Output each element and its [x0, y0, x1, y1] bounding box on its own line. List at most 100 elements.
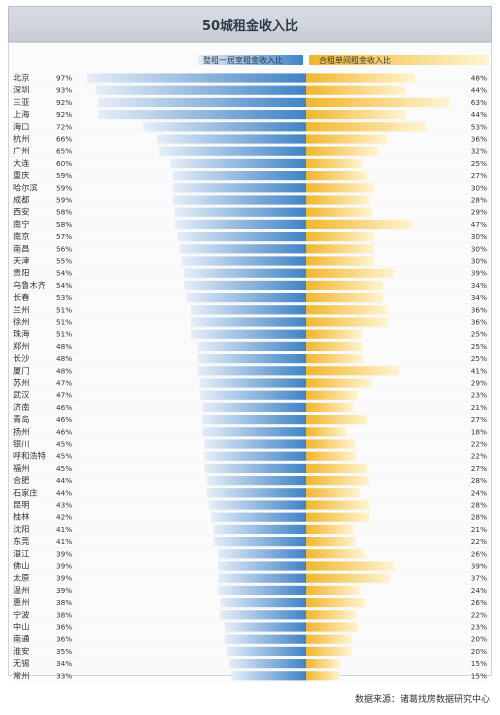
- left-value-label: 45%: [56, 452, 72, 461]
- right-value-label: 47%: [471, 220, 487, 229]
- left-bar: [211, 512, 306, 522]
- left-value-label: 59%: [56, 196, 72, 205]
- left-value-label: 35%: [56, 647, 72, 656]
- legend-left-swatch: [198, 55, 303, 65]
- left-bar: [206, 488, 306, 498]
- city-label: 青岛: [13, 414, 29, 424]
- right-value-label: 48%: [471, 74, 487, 83]
- left-bar: [190, 305, 306, 315]
- right-value-label: 24%: [471, 586, 487, 595]
- left-value-label: 47%: [56, 391, 72, 400]
- left-value-label: 34%: [56, 659, 72, 668]
- right-bar: [306, 329, 363, 339]
- right-bar: [306, 646, 352, 656]
- left-bar: [202, 427, 306, 437]
- city-label: 桂林: [13, 512, 29, 522]
- right-value-label: 28%: [471, 476, 487, 485]
- legend-right-swatch: [309, 55, 489, 65]
- left-value-label: 51%: [56, 305, 72, 314]
- right-bar: [306, 476, 370, 486]
- right-value-label: 34%: [471, 281, 487, 290]
- city-label: 南通: [13, 634, 29, 644]
- left-bar: [204, 463, 306, 473]
- right-bar: [306, 85, 406, 95]
- right-bar: [306, 378, 372, 388]
- right-bar: [306, 244, 375, 254]
- right-value-label: 15%: [471, 671, 487, 680]
- right-value-label: 20%: [471, 635, 487, 644]
- right-value-label: 30%: [471, 232, 487, 241]
- left-value-label: 33%: [56, 671, 72, 680]
- right-value-label: 39%: [471, 562, 487, 571]
- city-label: 沈阳: [13, 524, 29, 534]
- left-value-label: 54%: [56, 281, 72, 290]
- right-value-label: 28%: [471, 501, 487, 510]
- city-label: 淮安: [13, 646, 29, 656]
- right-value-label: 30%: [471, 183, 487, 192]
- city-label: 长春: [13, 292, 29, 302]
- left-value-label: 54%: [56, 269, 72, 278]
- right-value-label: 23%: [471, 623, 487, 632]
- left-value-label: 65%: [56, 147, 72, 156]
- right-value-label: 41%: [471, 366, 487, 375]
- city-label: 济南: [13, 402, 29, 412]
- left-bar: [204, 439, 306, 449]
- left-value-label: 93%: [56, 86, 72, 95]
- left-value-label: 47%: [56, 379, 72, 388]
- right-bar: [306, 671, 341, 681]
- left-bar: [170, 158, 306, 168]
- left-bar: [172, 171, 306, 181]
- left-bar: [202, 402, 306, 412]
- left-value-label: 42%: [56, 513, 72, 522]
- right-value-label: 26%: [471, 549, 487, 558]
- city-label: 哈尔滨: [13, 182, 38, 192]
- right-bar: [306, 73, 415, 83]
- left-value-label: 45%: [56, 440, 72, 449]
- city-label: 昆明: [13, 500, 29, 510]
- city-label: 天津: [13, 256, 29, 266]
- left-value-label: 36%: [56, 635, 72, 644]
- right-bar: [306, 537, 356, 547]
- right-value-label: 21%: [471, 403, 487, 412]
- left-value-label: 46%: [56, 415, 72, 424]
- right-bar: [306, 354, 363, 364]
- right-bar: [306, 439, 356, 449]
- left-bar: [190, 317, 306, 327]
- right-bar: [306, 561, 395, 571]
- left-bar: [172, 195, 306, 205]
- left-value-label: 36%: [56, 623, 72, 632]
- left-bar: [217, 549, 306, 559]
- right-bar: [306, 341, 363, 351]
- city-label: 杭州: [13, 134, 29, 144]
- right-value-label: 28%: [471, 513, 487, 522]
- right-bar: [306, 268, 395, 278]
- city-label: 海口: [13, 121, 29, 131]
- left-value-label: 51%: [56, 318, 72, 327]
- left-value-label: 39%: [56, 586, 72, 595]
- right-value-label: 44%: [471, 86, 487, 95]
- left-value-label: 41%: [56, 537, 72, 546]
- city-label: 南宁: [13, 219, 29, 229]
- right-value-label: 21%: [471, 525, 487, 534]
- right-value-label: 44%: [471, 110, 487, 119]
- right-bar: [306, 207, 372, 217]
- right-bar: [306, 219, 413, 229]
- left-bar: [95, 85, 306, 95]
- city-label: 珠海: [13, 329, 29, 339]
- left-value-label: 97%: [56, 74, 72, 83]
- left-value-label: 58%: [56, 208, 72, 217]
- legend-right-label: 合租单间租金收入比: [319, 55, 391, 65]
- left-bar: [217, 585, 306, 595]
- left-value-label: 59%: [56, 171, 72, 180]
- right-bar: [306, 183, 375, 193]
- right-value-label: 29%: [471, 208, 487, 217]
- right-value-label: 36%: [471, 305, 487, 314]
- left-bar: [159, 146, 306, 156]
- city-label: 兰州: [13, 304, 29, 314]
- left-bar: [190, 329, 306, 339]
- right-value-label: 39%: [471, 269, 487, 278]
- right-value-label: 22%: [471, 537, 487, 546]
- right-bar: [306, 524, 354, 534]
- left-value-label: 58%: [56, 220, 72, 229]
